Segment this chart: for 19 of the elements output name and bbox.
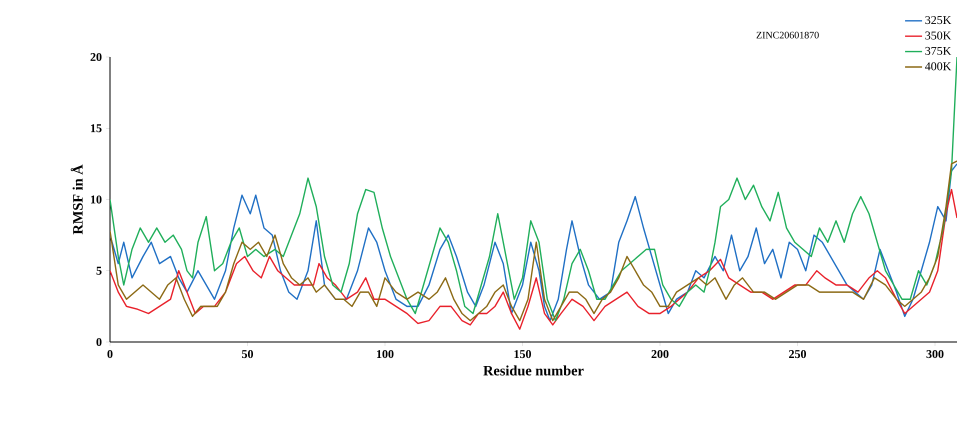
x-axis-title: Residue number [483, 365, 584, 376]
y-tick-label: 5 [96, 266, 102, 275]
y-tick-label: 10 [90, 195, 102, 204]
x-tick-label: 100 [376, 350, 394, 358]
legend-label: 350K [925, 31, 952, 40]
x-tick-label: 150 [514, 350, 532, 358]
x-tick-label: 50 [242, 350, 254, 358]
legend-label: 400K [925, 62, 952, 70]
x-tick-label: 250 [789, 350, 806, 358]
y-tick-label: 20 [90, 52, 102, 62]
y-tick-label: 15 [90, 124, 102, 132]
legend-label: 375K [925, 46, 952, 55]
y-tick-label: 0 [96, 338, 102, 346]
y-axis-title: RMSF in Å [70, 164, 83, 234]
chart-title: ZINC20601870 [756, 32, 819, 38]
x-tick-label: 300 [926, 350, 944, 358]
x-tick-label: 200 [652, 350, 669, 358]
x-tick-label: 0 [107, 350, 113, 358]
legend-label: 325K [925, 16, 952, 24]
